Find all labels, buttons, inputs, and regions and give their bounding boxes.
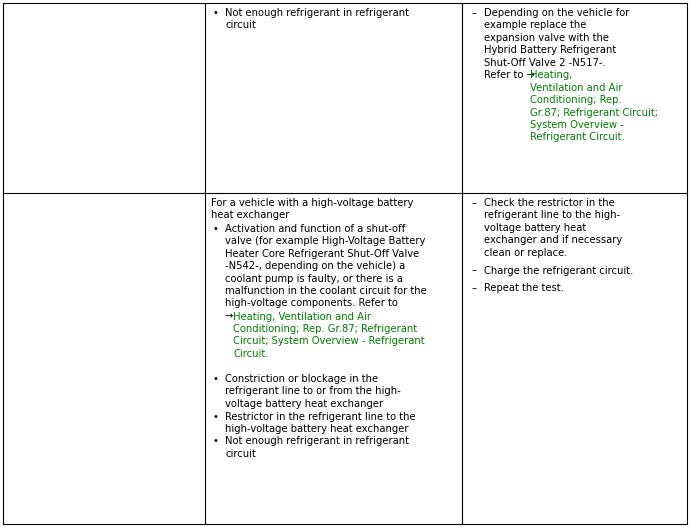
Text: Check the restrictor in the
refrigerant line to the high-
voltage battery heat
e: Check the restrictor in the refrigerant … bbox=[484, 198, 622, 258]
Text: •: • bbox=[213, 374, 219, 384]
Text: Activation and function of a shut-off
valve (for example High-Voltage Battery
He: Activation and function of a shut-off va… bbox=[225, 224, 426, 321]
Text: Charge the refrigerant circuit.: Charge the refrigerant circuit. bbox=[484, 266, 633, 276]
Text: Repeat the test.: Repeat the test. bbox=[484, 283, 564, 293]
Text: Constriction or blockage in the
refrigerant line to or from the high-
voltage ba: Constriction or blockage in the refriger… bbox=[225, 374, 401, 409]
Text: •: • bbox=[213, 8, 219, 18]
Text: Not enough refrigerant in refrigerant
circuit: Not enough refrigerant in refrigerant ci… bbox=[225, 436, 409, 459]
Text: –: – bbox=[472, 198, 477, 208]
Text: –: – bbox=[472, 283, 477, 293]
Text: •: • bbox=[213, 224, 219, 234]
Text: •: • bbox=[213, 412, 219, 422]
Text: •: • bbox=[213, 436, 219, 446]
Text: Heating, Ventilation and Air
Conditioning; Rep. Gr.87; Refrigerant
Circuit; Syst: Heating, Ventilation and Air Conditionin… bbox=[233, 311, 425, 359]
Text: Not enough refrigerant in refrigerant
circuit: Not enough refrigerant in refrigerant ci… bbox=[225, 8, 409, 31]
Text: For a vehicle with a high-voltage battery
heat exchanger: For a vehicle with a high-voltage batter… bbox=[211, 198, 413, 220]
Text: –: – bbox=[472, 8, 477, 18]
Text: Depending on the vehicle for
example replace the
expansion valve with the
Hybrid: Depending on the vehicle for example rep… bbox=[484, 8, 629, 80]
Text: Heating,
Ventilation and Air
Conditioning; Rep.
Gr.87; Refrigerant Circuit;
Syst: Heating, Ventilation and Air Conditionin… bbox=[530, 71, 658, 142]
Text: –: – bbox=[472, 266, 477, 276]
Text: Restrictor in the refrigerant line to the
high-voltage battery heat exchanger: Restrictor in the refrigerant line to th… bbox=[225, 412, 415, 434]
